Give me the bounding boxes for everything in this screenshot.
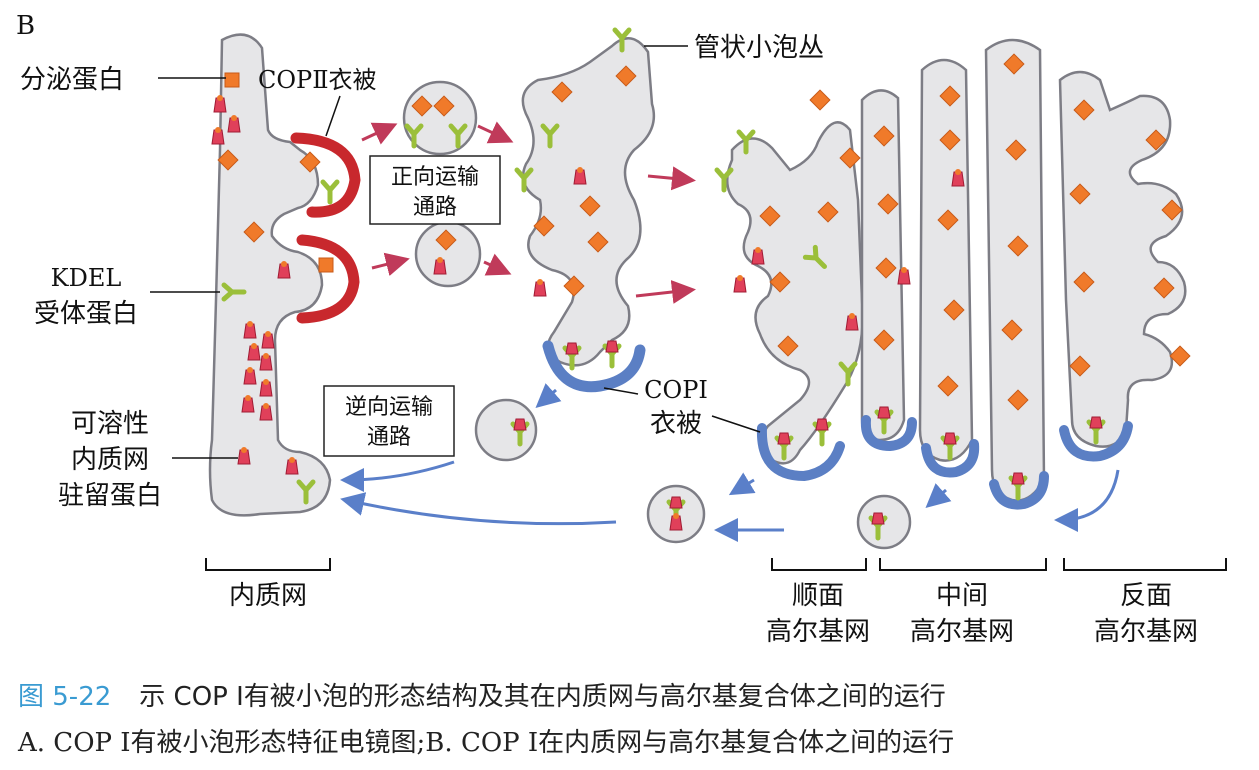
- retro-arrow: [346, 462, 454, 480]
- golgi-resident: [952, 169, 964, 186]
- bracket-cis: [772, 558, 866, 570]
- region-trans-1: 反面: [1120, 581, 1172, 611]
- label-copi-2: 衣被: [650, 409, 702, 439]
- region-er: 内质网: [229, 581, 307, 611]
- vesicle-resident: [434, 257, 446, 274]
- er-resident-protein: [212, 127, 224, 144]
- er-resident-protein: [244, 321, 256, 338]
- label-kdel-1: KDEL: [51, 264, 122, 292]
- forward-arrow: [636, 290, 690, 296]
- leader-line: [712, 416, 760, 432]
- label-copi-1: COPⅠ: [644, 376, 708, 404]
- figure-subtitle: A. COP Ⅰ有被小泡形态特征电镜图;B. COP Ⅰ在内质网与高尔基复合体之…: [18, 722, 954, 759]
- region-medial-2: 高尔基网: [910, 617, 1014, 647]
- er-membrane: [210, 35, 330, 516]
- figure-title: 示 COP Ⅰ有被小泡的形态结构及其在内质网与高尔基复合体之间的运行: [139, 682, 946, 712]
- bracket-medial: [880, 558, 1046, 570]
- retrograde-label-1: 逆向运输: [345, 395, 433, 420]
- retro-arrow: [540, 390, 556, 404]
- forward-arrow: [648, 176, 690, 180]
- region-cis-1: 顺面: [792, 581, 844, 611]
- er-resident-protein: [262, 331, 274, 348]
- er-resident-protein: [278, 261, 290, 278]
- bracket-er: [206, 558, 330, 570]
- er-resident-protein: [260, 353, 272, 370]
- golgi-resident: [734, 275, 746, 292]
- forward-arrow: [484, 262, 506, 272]
- label-kdel-2: 受体蛋白: [34, 299, 138, 329]
- er-resident-protein: [286, 457, 298, 474]
- er-cargo: [225, 73, 239, 87]
- cis-golgi-cisterna: [727, 122, 862, 463]
- panel-letter: B: [16, 11, 35, 41]
- er-resident-protein: [228, 115, 240, 132]
- tubular-resident: [534, 279, 546, 296]
- retro-arrow: [1060, 470, 1118, 520]
- bracket-trans: [1064, 558, 1226, 570]
- region-trans-2: 高尔基网: [1094, 617, 1198, 647]
- label-copii-coat: COPⅡ衣被: [258, 66, 377, 94]
- retro-arrow: [734, 480, 754, 492]
- golgi-resident: [752, 247, 764, 264]
- leader-line: [604, 388, 638, 394]
- figure-caption: 图 5-22 示 COP Ⅰ有被小泡的形态结构及其在内质网与高尔基复合体之间的运行: [18, 676, 946, 713]
- forward-arrow: [478, 126, 508, 140]
- er-resident-protein: [244, 367, 256, 384]
- medial-golgi-cisterna-3: [986, 40, 1044, 501]
- anterograde-label-1: 正向运输: [391, 165, 479, 190]
- copi-receptor: [815, 419, 829, 444]
- retro-arrow: [346, 500, 616, 524]
- region-medial-1: 中间: [936, 581, 988, 611]
- region-cis-2: 高尔基网: [766, 617, 870, 647]
- er-cargo: [319, 258, 333, 272]
- leader-line: [326, 96, 340, 136]
- kdel-receptor: [323, 182, 337, 202]
- retro-arrow: [930, 490, 946, 504]
- er-resident-protein: [238, 447, 250, 464]
- golgi-cargo: [810, 90, 830, 110]
- anterograde-label-2: 通路: [413, 195, 457, 220]
- copi-receptor: [605, 341, 619, 366]
- vesicle-resident: [670, 513, 682, 530]
- tubular-resident: [574, 167, 586, 184]
- golgi-resident: [846, 313, 858, 330]
- trans-golgi-cisterna: [1060, 72, 1185, 447]
- label-secretory-protein: 分泌蛋白: [20, 65, 124, 95]
- retrograde-label-2: 通路: [367, 425, 411, 450]
- golgi-resident: [898, 267, 910, 284]
- forward-arrow: [362, 126, 392, 140]
- forward-arrow: [372, 260, 404, 268]
- er-resident-protein: [260, 403, 272, 420]
- er-resident-protein: [260, 379, 272, 396]
- er-resident-protein: [248, 343, 260, 360]
- er-resident-protein: [242, 395, 254, 412]
- label-soluble-3: 驻留蛋白: [58, 481, 162, 511]
- copi-vesicle-left: [476, 400, 536, 460]
- medial-golgi-cisterna-2: [920, 60, 972, 461]
- er-resident-protein: [214, 95, 226, 112]
- label-soluble-1: 可溶性: [71, 409, 149, 439]
- label-tubular-cluster: 管状小泡丛: [694, 33, 824, 63]
- figure-number: 图 5-22: [18, 682, 111, 712]
- label-soluble-2: 内质网: [71, 445, 149, 475]
